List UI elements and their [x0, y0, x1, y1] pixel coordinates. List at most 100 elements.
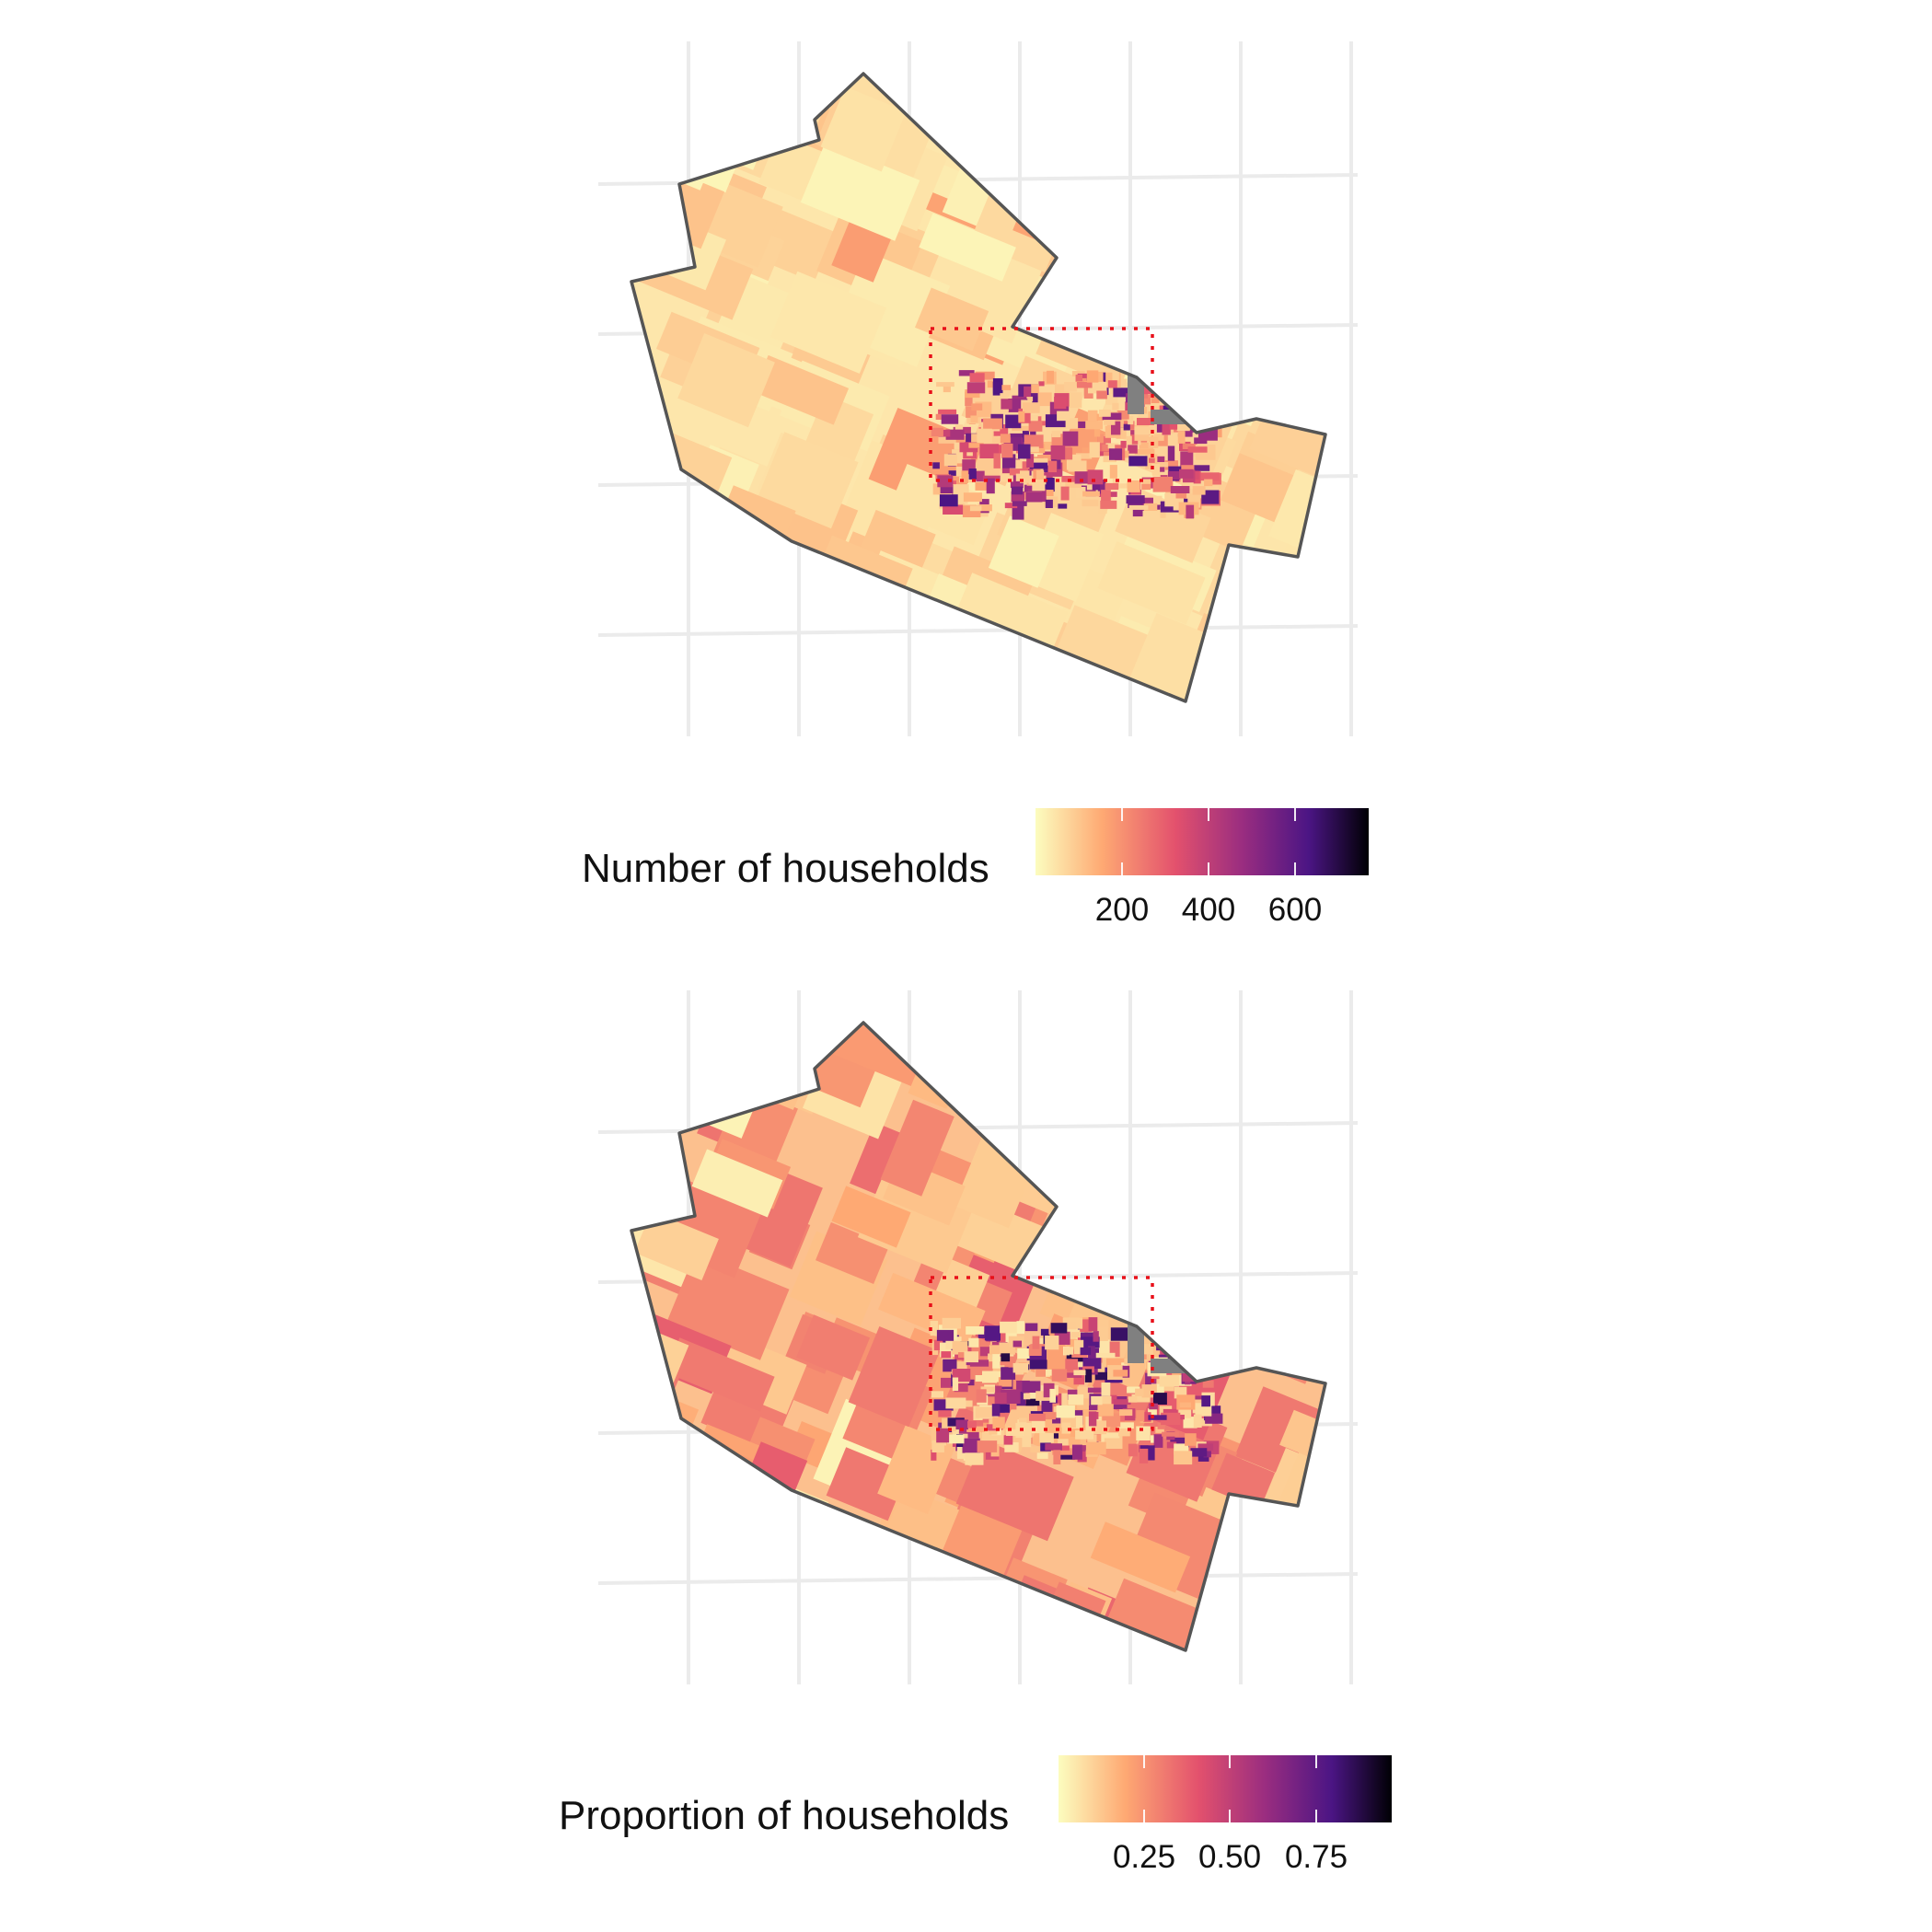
- tract: [1203, 1451, 1211, 1458]
- tract: [1001, 1353, 1011, 1362]
- tract: [1050, 1323, 1068, 1334]
- tract: [1097, 434, 1104, 444]
- tract: [1067, 1218, 1163, 1311]
- tract: [954, 573, 1069, 654]
- tract: [1194, 1339, 1211, 1349]
- tract: [1134, 426, 1154, 435]
- tract: [1173, 399, 1186, 411]
- tract: [1026, 396, 1034, 401]
- tract: [877, 635, 979, 701]
- tract: [1101, 1432, 1120, 1439]
- tract: [931, 427, 943, 437]
- tract: [966, 1426, 985, 1432]
- tract: [1061, 200, 1185, 309]
- tract: [1128, 456, 1148, 467]
- tract: [1028, 446, 1039, 453]
- tract: [1054, 397, 1067, 410]
- tract: [1088, 1411, 1097, 1427]
- tract: [1140, 394, 1151, 405]
- inset-highlight-box: [929, 1276, 1154, 1431]
- tract: [1179, 1402, 1192, 1408]
- tract: [971, 434, 979, 448]
- tract: [991, 1404, 1001, 1417]
- tract: [1102, 1395, 1112, 1405]
- colorbar: [1059, 1755, 1392, 1822]
- tract: [1020, 470, 1030, 483]
- tract: [1030, 427, 1036, 437]
- tract: [1051, 430, 1061, 438]
- tract: [992, 1354, 1001, 1369]
- tract: [1077, 373, 1094, 378]
- tract: [1043, 1382, 1055, 1398]
- tract: [1155, 1327, 1172, 1335]
- tract: [1164, 460, 1178, 470]
- tract: [1075, 487, 1086, 499]
- tract: [1149, 457, 1155, 463]
- tract: [1136, 1344, 1153, 1355]
- tract: [1062, 431, 1079, 446]
- tract: [1038, 441, 1053, 450]
- tract: [1178, 1344, 1199, 1356]
- tract: [1172, 377, 1185, 392]
- tract: [1029, 462, 1048, 469]
- tract: [931, 1391, 943, 1398]
- tract: [1162, 372, 1181, 387]
- tract: [1183, 386, 1197, 396]
- tract: [955, 1419, 968, 1429]
- tract: [941, 1351, 952, 1359]
- tract: [945, 1397, 966, 1409]
- tract: [1063, 1347, 1074, 1355]
- tract: [820, 87, 907, 172]
- tract: [1168, 1342, 1181, 1352]
- tract: [770, 271, 887, 374]
- tract: [1168, 1325, 1188, 1332]
- tract: [1051, 1369, 1068, 1382]
- tract: [1026, 454, 1035, 468]
- tract: [1041, 472, 1053, 482]
- tract: [987, 380, 996, 388]
- tract: [1153, 1434, 1163, 1448]
- tract: [1152, 476, 1173, 492]
- tract: [1032, 1336, 1040, 1349]
- tract: [943, 454, 957, 467]
- tract: [1176, 371, 1193, 380]
- tract: [977, 428, 992, 444]
- tract: [1148, 1408, 1157, 1419]
- tract: [1151, 406, 1161, 411]
- tract: [1074, 1339, 1084, 1355]
- tract: [1194, 437, 1208, 445]
- tract: [1266, 1151, 1325, 1229]
- tract: [1029, 1359, 1047, 1370]
- tract: [1195, 393, 1209, 399]
- tract: [1141, 483, 1151, 491]
- tract: [1109, 465, 1117, 479]
- tract: [1197, 1364, 1216, 1370]
- tract: [1082, 491, 1100, 497]
- tract: [1163, 1083, 1293, 1208]
- tract: [1175, 489, 1187, 499]
- tract: [1159, 1374, 1179, 1387]
- tract: [1086, 480, 1093, 491]
- tract: [1187, 392, 1207, 403]
- tract: [1061, 1422, 1071, 1434]
- tract: [1087, 1387, 1104, 1394]
- tract: [1157, 1422, 1165, 1429]
- tract: [1022, 1051, 1096, 1119]
- tract: [915, 287, 989, 352]
- tract: [1174, 225, 1263, 296]
- tract: [1066, 1338, 1078, 1348]
- tract: [932, 462, 940, 469]
- tract: [1251, 1159, 1325, 1234]
- tract: [1113, 1370, 1128, 1377]
- tract: [965, 1452, 984, 1465]
- tract: [965, 389, 980, 399]
- tract: [1128, 1443, 1138, 1457]
- tract: [1200, 421, 1211, 429]
- tract: [955, 1439, 1074, 1542]
- tract: [1174, 385, 1180, 399]
- tract: [1128, 1396, 1138, 1403]
- tract: [1179, 469, 1194, 479]
- tract: [661, 1498, 750, 1591]
- tract: [946, 1361, 967, 1370]
- tract: [1036, 231, 1122, 317]
